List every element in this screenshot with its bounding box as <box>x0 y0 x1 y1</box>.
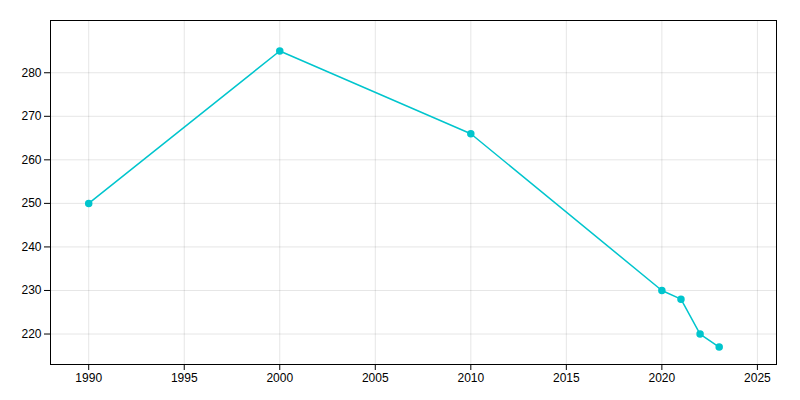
svg-text:2020: 2020 <box>649 371 676 385</box>
svg-text:1995: 1995 <box>171 371 198 385</box>
svg-text:1990: 1990 <box>75 371 102 385</box>
svg-text:270: 270 <box>21 109 41 123</box>
svg-text:2000: 2000 <box>266 371 293 385</box>
svg-text:240: 240 <box>21 240 41 254</box>
svg-text:2015: 2015 <box>553 371 580 385</box>
svg-text:280: 280 <box>21 66 41 80</box>
svg-text:250: 250 <box>21 196 41 210</box>
svg-text:2005: 2005 <box>362 371 389 385</box>
svg-text:2010: 2010 <box>457 371 484 385</box>
svg-text:220: 220 <box>21 327 41 341</box>
svg-text:230: 230 <box>21 283 41 297</box>
svg-text:260: 260 <box>21 153 41 167</box>
svg-text:2025: 2025 <box>744 371 771 385</box>
